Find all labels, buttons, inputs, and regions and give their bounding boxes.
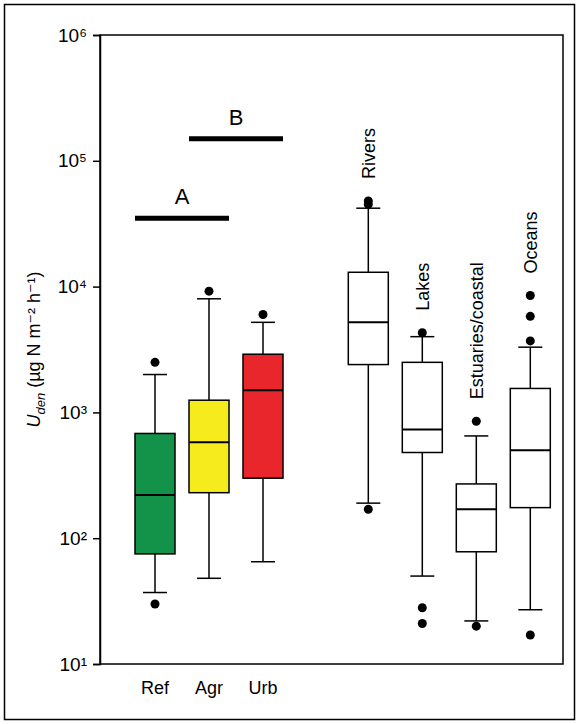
significance-label: A — [175, 184, 190, 209]
whisker-high-cap — [197, 298, 221, 300]
median — [456, 508, 496, 510]
outlier — [151, 358, 160, 367]
y-tick-label: 10⁵ — [58, 150, 87, 171]
y-tick-mark — [93, 664, 100, 666]
whisker-high — [368, 208, 370, 272]
box-group — [402, 328, 442, 628]
box-group — [135, 358, 175, 609]
significance-bar — [189, 136, 283, 141]
y-tick-mark — [93, 161, 100, 163]
y-tick: 10¹ — [60, 654, 100, 675]
outlier — [526, 291, 535, 300]
box-group — [348, 196, 388, 513]
y-tick-mark — [93, 286, 100, 288]
y-tick-mark — [93, 35, 100, 37]
whisker-low-cap — [410, 575, 434, 577]
whisker-high — [262, 322, 264, 354]
outlier — [526, 631, 535, 640]
whisker-low — [154, 554, 156, 593]
whisker-low-cap — [356, 502, 380, 504]
outlier — [472, 417, 481, 426]
outlier — [364, 505, 373, 514]
y-tick-label: 10¹ — [60, 654, 87, 675]
median — [243, 389, 283, 391]
y-tick: 10⁵ — [58, 150, 100, 171]
whisker-high — [530, 347, 532, 388]
category-label: Oceans — [521, 211, 541, 273]
whisker-high — [422, 337, 424, 363]
outlier — [418, 603, 427, 612]
figure-border — [5, 5, 575, 720]
whisker-high-cap — [143, 374, 167, 376]
significance-bar — [135, 216, 229, 221]
category-label: Lakes — [413, 263, 433, 311]
marks — [135, 196, 550, 639]
whisker-low-cap — [197, 578, 221, 580]
outlier — [526, 312, 535, 321]
plot-frame — [100, 35, 563, 664]
category-label: Estuaries/coastal — [467, 262, 487, 399]
box-group — [510, 291, 550, 640]
whisker-low — [262, 478, 264, 562]
outlier — [472, 622, 481, 631]
y-tick: 10² — [60, 528, 100, 549]
box-group — [189, 287, 229, 579]
outlier — [259, 310, 268, 319]
y-tick: 10⁴ — [58, 276, 100, 297]
box — [243, 354, 283, 478]
whisker-high — [476, 436, 478, 484]
outlier — [526, 336, 535, 345]
box — [510, 388, 550, 507]
whisker-high-cap — [251, 322, 275, 324]
box — [348, 272, 388, 364]
y-tick-label: 10⁶ — [58, 25, 87, 46]
whisker-high — [208, 299, 210, 400]
whisker-low — [368, 365, 370, 504]
whisker-high-cap — [518, 346, 542, 348]
y-tick: 10⁶ — [58, 25, 100, 46]
box — [135, 433, 175, 553]
outlier — [205, 287, 214, 296]
whisker-low-cap — [518, 609, 542, 611]
whisker-high — [154, 375, 156, 434]
y-tick-mark — [93, 538, 100, 540]
median — [510, 449, 550, 451]
y-axis: 10¹ 10² 10³ 10⁴ 10⁵ 10⁶ — [58, 25, 101, 675]
whisker-high-cap — [464, 435, 488, 437]
median — [348, 321, 388, 323]
whisker-low-cap — [143, 592, 167, 594]
category-label: Agr — [195, 678, 223, 698]
y-tick-mark — [93, 412, 100, 414]
outlier — [364, 200, 373, 209]
whisker-low — [208, 493, 210, 579]
box — [189, 400, 229, 492]
median — [402, 429, 442, 431]
whisker-low — [530, 508, 532, 610]
outlier — [151, 599, 160, 608]
y-axis-title: Uden (µg N m⁻² h⁻¹) — [24, 271, 48, 427]
chart: 10¹ 10² 10³ 10⁴ 10⁵ 10⁶ Uden (µg N m⁻² h⁻¹) Ref… — [0, 0, 579, 724]
category-label: Urb — [248, 678, 277, 698]
whisker-low-cap — [251, 561, 275, 563]
whisker-low — [476, 552, 478, 621]
y-tick: 10³ — [60, 402, 100, 423]
category-label: Ref — [141, 678, 170, 698]
median — [135, 494, 175, 496]
box-group — [456, 417, 496, 631]
y-axis-line — [93, 36, 101, 665]
y-tick-label: 10⁴ — [58, 276, 87, 297]
box — [402, 362, 442, 452]
whisker-low — [422, 452, 424, 576]
y-tick-label: 10³ — [60, 402, 87, 423]
category-label: Rivers — [359, 128, 379, 179]
y-tick-label: 10² — [60, 528, 87, 549]
outlier — [418, 328, 427, 337]
median — [189, 441, 229, 443]
whisker-low-cap — [464, 620, 488, 622]
box — [456, 484, 496, 552]
box-group — [243, 310, 283, 562]
outlier — [418, 619, 427, 628]
significance-label: B — [229, 105, 244, 130]
